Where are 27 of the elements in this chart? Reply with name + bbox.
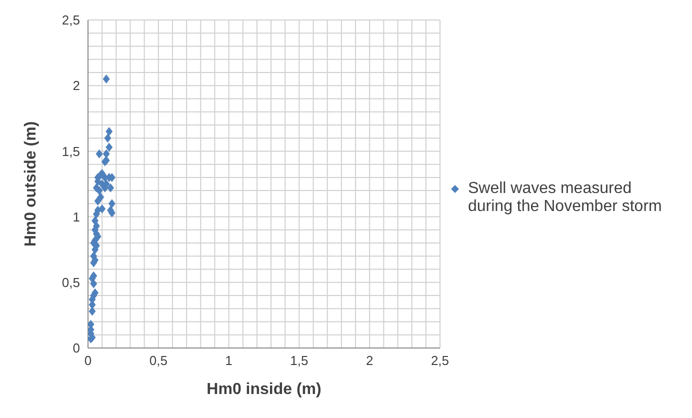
x-tick-label: 0,5 [149,353,168,368]
point [96,186,103,196]
x-tick-label: 2 [366,353,374,368]
legend-label: Swell waves measured during the November storm [468,180,663,216]
y-tick-label: 2,5 [62,12,80,28]
x-tick-label: 2,5 [430,353,450,368]
point [108,199,116,208]
y-tick-label: 0 [72,340,80,356]
point [90,279,98,288]
point [106,127,113,136]
y-tick-label: 1 [72,209,80,224]
x-axis-title: Hm0 inside (m) [206,381,322,398]
point [102,74,110,84]
x-tick-label: 1 [225,353,232,368]
point [107,183,114,192]
y-tick-label: 1,5 [62,144,80,159]
y-axis-title: Hm0 outside (m) [22,121,40,247]
y-tick-label: 2 [72,78,80,94]
point [104,134,112,143]
point [106,142,113,152]
point [94,196,102,206]
point [102,149,110,158]
y-tick-label: 0,5 [62,275,80,290]
point [96,149,103,158]
point [88,306,96,316]
x-tick-label: 0 [84,353,92,368]
x-tick-label: 1,5 [290,353,308,368]
